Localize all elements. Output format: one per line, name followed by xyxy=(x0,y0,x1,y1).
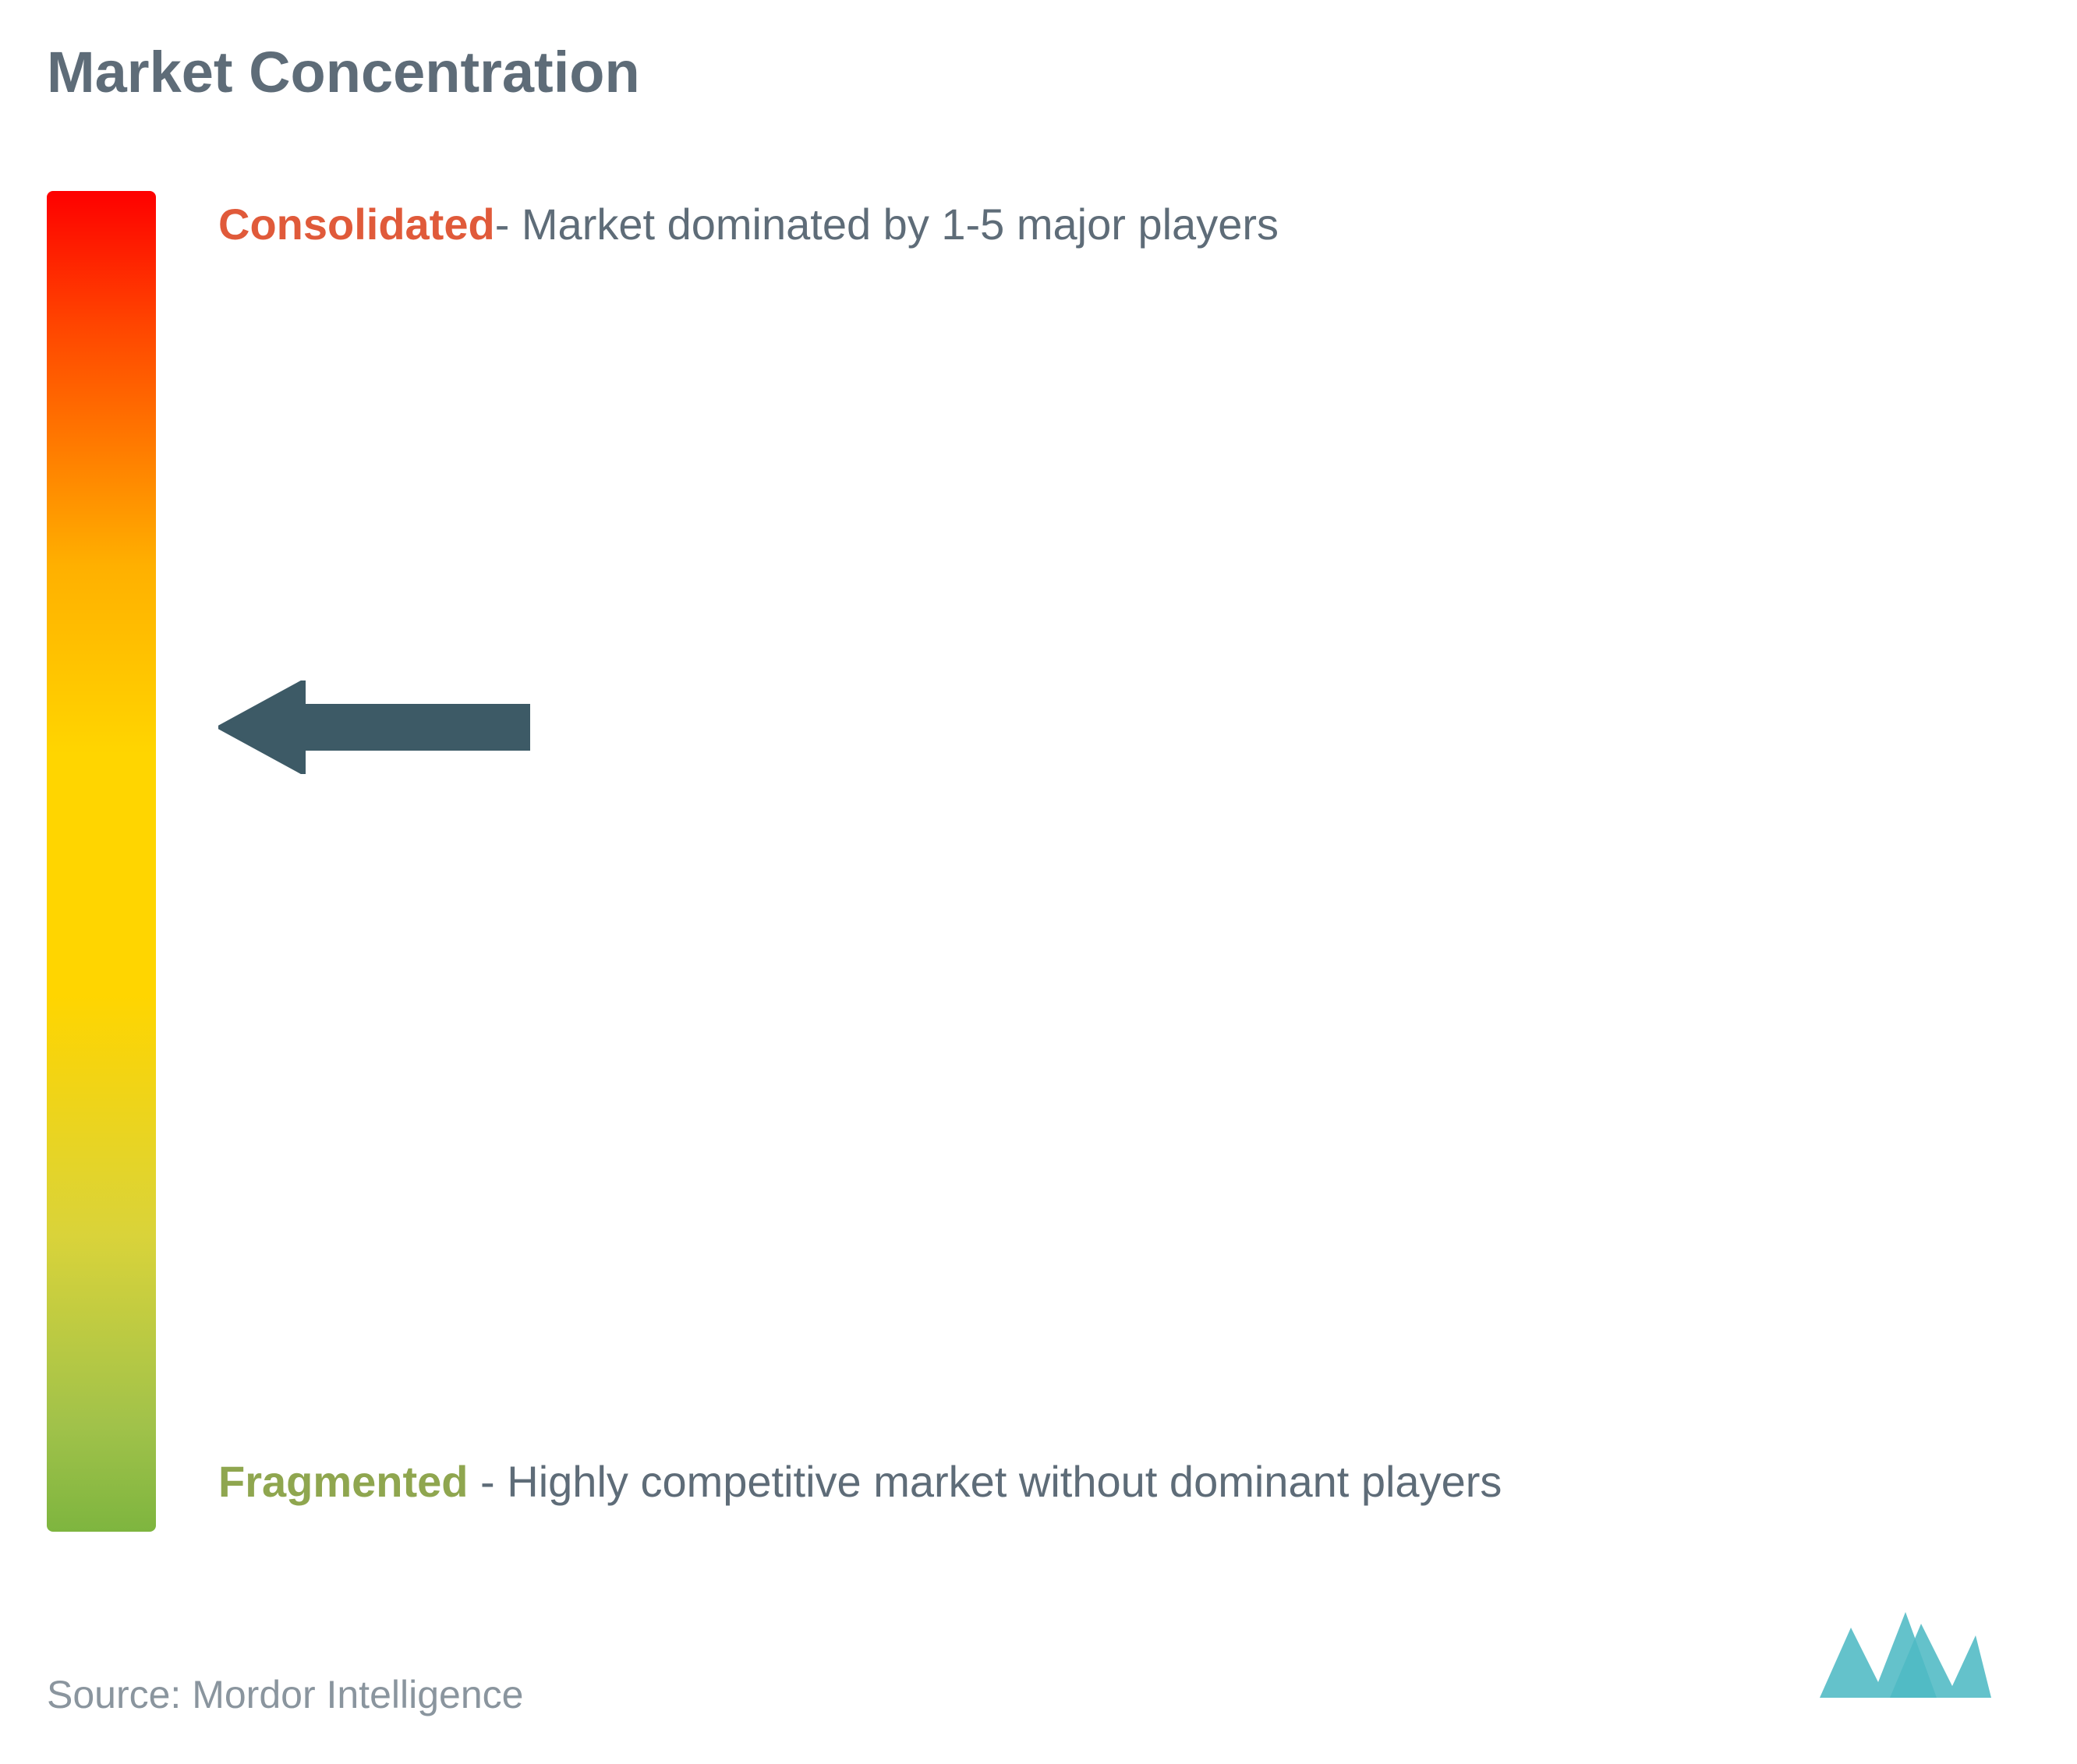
brand-logo xyxy=(1820,1612,1991,1709)
position-arrow xyxy=(218,681,530,778)
labels-column: Consolidated- Market dominated by 1-5 ma… xyxy=(218,191,2030,1532)
concentration-gradient-bar xyxy=(47,191,156,1532)
fragmented-key: Fragmented xyxy=(218,1457,469,1506)
consolidated-label: Consolidated- Market dominated by 1-5 ma… xyxy=(218,191,1279,259)
infographic-container: Market Concentration Consolidated- Marke… xyxy=(0,0,2077,1764)
fragmented-desc: - Highly competitive market without domi… xyxy=(469,1457,1502,1506)
consolidated-key: Consolidated xyxy=(218,200,495,249)
mordor-logo-icon xyxy=(1820,1612,1991,1706)
fragmented-label: Fragmented - Highly competitive market w… xyxy=(218,1448,1502,1516)
left-arrow-icon xyxy=(218,681,530,774)
source-prefix: Source: xyxy=(47,1673,192,1716)
source-attribution: Source: Mordor Intelligence xyxy=(47,1672,523,1717)
source-name: Mordor Intelligence xyxy=(192,1673,523,1716)
consolidated-desc: - Market dominated by 1-5 major players xyxy=(495,200,1279,249)
content-area: Consolidated- Market dominated by 1-5 ma… xyxy=(47,191,2030,1532)
chart-title: Market Concentration xyxy=(47,39,2030,105)
